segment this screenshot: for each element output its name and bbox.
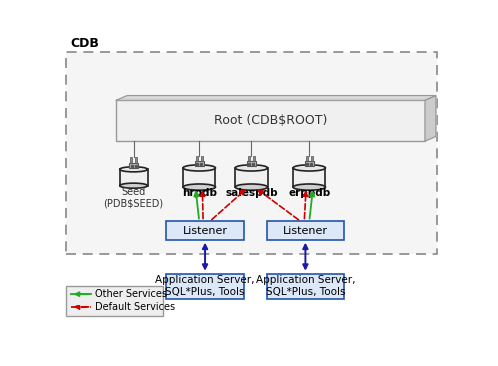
FancyBboxPatch shape: [166, 274, 244, 299]
FancyBboxPatch shape: [120, 169, 147, 186]
FancyBboxPatch shape: [311, 156, 313, 161]
FancyBboxPatch shape: [195, 161, 204, 167]
Ellipse shape: [293, 184, 326, 190]
FancyBboxPatch shape: [306, 156, 308, 161]
Ellipse shape: [120, 183, 147, 188]
FancyBboxPatch shape: [267, 274, 344, 299]
FancyBboxPatch shape: [135, 157, 137, 163]
Text: Default Services: Default Services: [95, 302, 175, 312]
FancyBboxPatch shape: [130, 157, 132, 163]
Ellipse shape: [235, 184, 267, 190]
Text: Listener: Listener: [283, 225, 328, 236]
Ellipse shape: [293, 165, 326, 171]
Text: hrpdb: hrpdb: [182, 188, 217, 198]
Text: Root (CDB$ROOT): Root (CDB$ROOT): [214, 114, 327, 127]
FancyBboxPatch shape: [129, 163, 138, 168]
FancyBboxPatch shape: [235, 168, 267, 187]
Text: salespdb: salespdb: [225, 188, 278, 198]
FancyBboxPatch shape: [66, 286, 162, 316]
Polygon shape: [425, 96, 436, 141]
FancyBboxPatch shape: [293, 168, 326, 187]
FancyBboxPatch shape: [183, 168, 216, 187]
Ellipse shape: [235, 165, 267, 171]
Ellipse shape: [120, 167, 147, 172]
Text: Application Server,
SQL*Plus, Tools: Application Server, SQL*Plus, Tools: [255, 276, 355, 297]
Text: CDB: CDB: [70, 37, 99, 49]
FancyBboxPatch shape: [248, 156, 250, 161]
Ellipse shape: [183, 184, 216, 190]
Text: erppdb: erppdb: [288, 188, 330, 198]
Text: Application Server,
SQL*Plus, Tools: Application Server, SQL*Plus, Tools: [155, 276, 255, 297]
Text: Listener: Listener: [183, 225, 228, 236]
FancyBboxPatch shape: [247, 161, 255, 167]
FancyBboxPatch shape: [196, 156, 198, 161]
Text: Other Services: Other Services: [95, 289, 167, 299]
FancyBboxPatch shape: [253, 156, 255, 161]
Text: Seed
(PDB$SEED): Seed (PDB$SEED): [104, 187, 164, 209]
FancyBboxPatch shape: [305, 161, 314, 167]
FancyBboxPatch shape: [267, 221, 344, 240]
Polygon shape: [117, 96, 436, 100]
Ellipse shape: [183, 165, 216, 171]
FancyBboxPatch shape: [117, 100, 425, 141]
FancyBboxPatch shape: [201, 156, 203, 161]
FancyBboxPatch shape: [66, 52, 437, 254]
FancyBboxPatch shape: [166, 221, 244, 240]
